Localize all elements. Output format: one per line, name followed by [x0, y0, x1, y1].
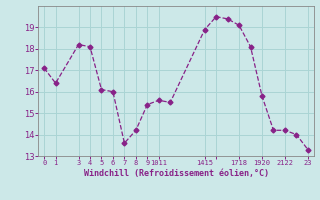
X-axis label: Windchill (Refroidissement éolien,°C): Windchill (Refroidissement éolien,°C)	[84, 169, 268, 178]
